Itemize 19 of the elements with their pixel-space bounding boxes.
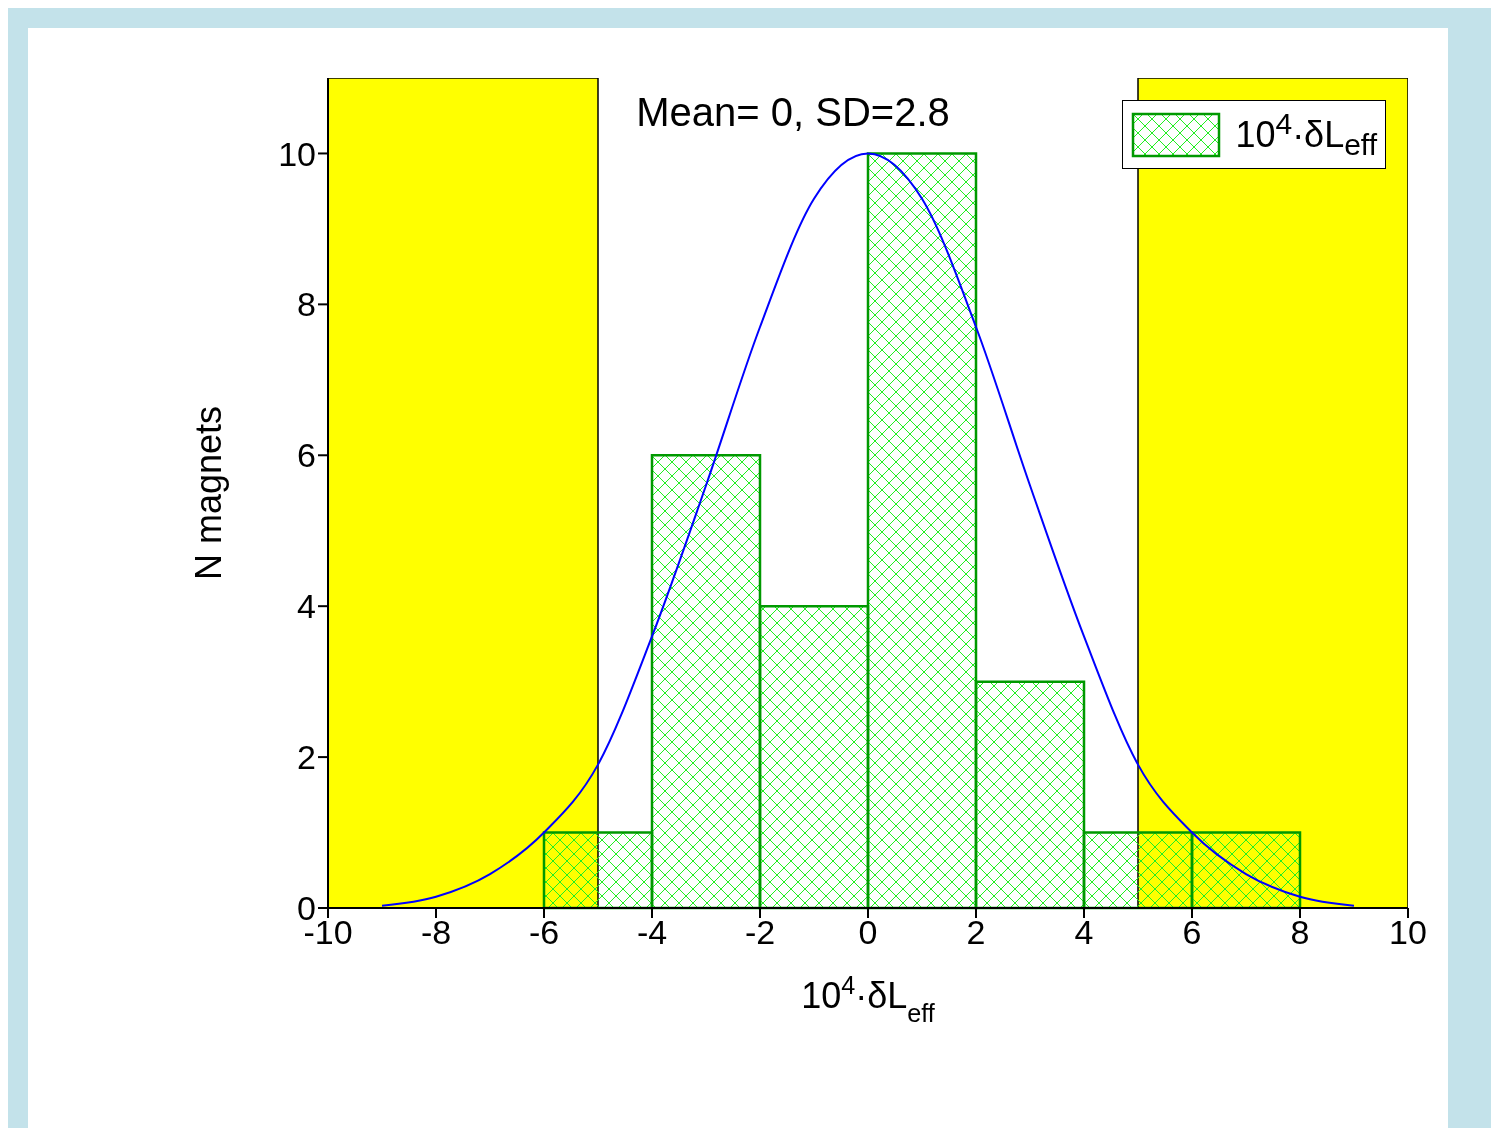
x-tick-label: -8: [420, 913, 452, 952]
x-tick-label: 10: [1389, 913, 1427, 952]
x-tick-label: 6: [1182, 913, 1202, 952]
x-tick-label: -6: [528, 913, 560, 952]
y-tick-label: 10: [278, 134, 316, 173]
y-tick-label: 2: [297, 738, 316, 777]
annotation: Mean= 0, SD=2.8: [635, 90, 951, 135]
x-tick-label: -4: [636, 913, 668, 952]
y-axis-title: N magnets: [187, 405, 229, 581]
x-tick-label: 0: [858, 913, 878, 952]
x-tick-label: 2: [966, 913, 986, 952]
y-tick-label: 6: [297, 436, 316, 475]
legend-label: 10$^{4}$·δL$_{eff}$: [1235, 107, 1377, 163]
x-tick-label: 8: [1290, 913, 1310, 952]
y-tick-label: 8: [297, 285, 316, 324]
y-tick-label: 4: [297, 587, 316, 626]
x-tick-label: 4: [1074, 913, 1094, 952]
x-tick-label: -2: [744, 913, 776, 952]
x-axis-title: 10$^{4}$·δL$_{eff}$: [801, 971, 936, 1027]
